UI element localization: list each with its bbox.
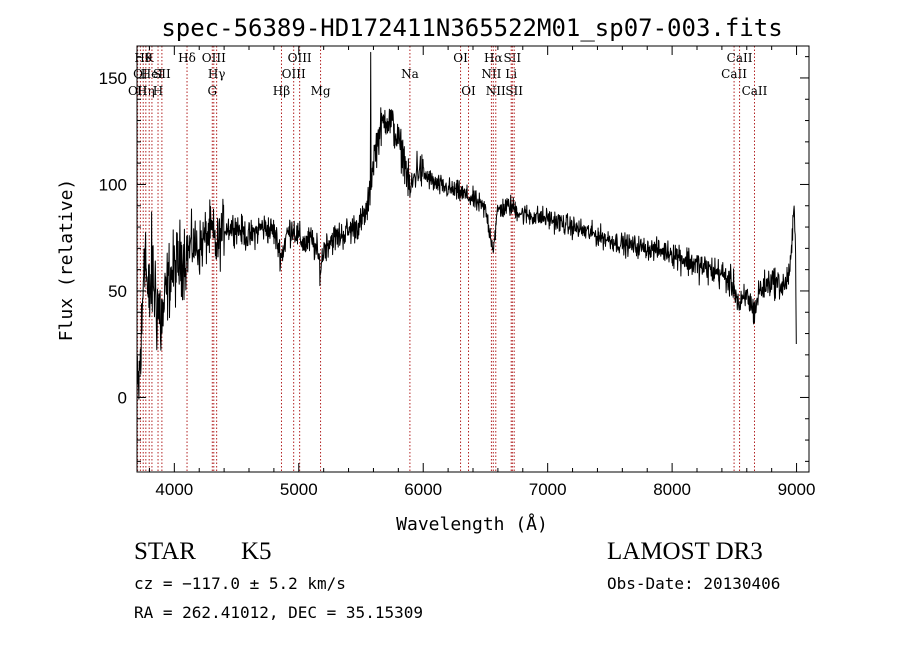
x-tick-label: 8000 <box>653 480 691 499</box>
line-marker-label: CaII <box>742 84 768 98</box>
chart-title: spec-56389-HD172411N365522M01_sp07-003.f… <box>161 14 782 42</box>
x-tick-label: 6000 <box>404 480 442 499</box>
line-marker-label: NII <box>486 84 506 98</box>
line-marker-label: Hθ <box>134 51 152 65</box>
line-marker-label: SII <box>153 67 171 81</box>
plot-frame <box>136 45 810 473</box>
spectrum-layer <box>136 51 797 404</box>
line-marker-label: OIII <box>202 51 226 65</box>
line-marker-label: SII <box>505 84 523 98</box>
y-tick-label: 0 <box>118 388 127 407</box>
object-class: STAR <box>134 538 196 565</box>
line-marker-label: G <box>207 84 217 98</box>
y-axis-label: Flux (relative) <box>56 179 77 342</box>
line-marker-label: CaII <box>721 67 747 81</box>
line-marker-label: SII <box>503 51 521 65</box>
observation-date: Obs-Date: 20130406 <box>607 574 781 593</box>
line-markers: OIIOIHθHηKHeIHSIIHδGOIIIHγHβOIIIOIIIMgNa… <box>128 46 768 472</box>
axes: 4000 5000 6000 7000 8000 9000 0 50 100 150 <box>99 46 816 499</box>
line-marker-label: Hβ <box>273 84 290 98</box>
object-subclass: K5 <box>241 538 272 565</box>
line-marker-label: CaII <box>727 51 753 65</box>
survey-name: LAMOST DR3 <box>607 538 763 565</box>
line-marker-label: Hδ <box>178 51 196 65</box>
line-marker-label: Hα <box>484 51 503 65</box>
line-marker-label: H <box>153 84 163 98</box>
line-marker-label: Na <box>401 67 419 81</box>
spectrum-line <box>136 51 797 404</box>
line-marker-label: Mg <box>311 84 331 98</box>
x-tick-label: 9000 <box>778 480 816 499</box>
line-marker-label: OI <box>453 51 468 65</box>
x-tick-label: 4000 <box>155 480 193 499</box>
line-marker-label: K <box>145 51 155 65</box>
y-tick-label: 50 <box>108 282 127 301</box>
line-marker-label: OIII <box>288 51 312 65</box>
line-marker-label: NII <box>481 67 501 81</box>
line-marker-label: Hη <box>137 84 155 98</box>
x-tick-label: 7000 <box>529 480 567 499</box>
x-axis-label: Wavelength (Å) <box>396 513 548 535</box>
coordinates: RA = 262.41012, DEC = 35.15309 <box>134 603 423 622</box>
y-tick-label: 100 <box>99 175 127 194</box>
x-tick-label: 5000 <box>280 480 318 499</box>
redshift-velocity: cz = −117.0 ± 5.2 km/s <box>134 574 346 593</box>
line-marker-label: OII <box>128 84 148 98</box>
line-marker-label: OI <box>461 84 476 98</box>
line-marker-label: Li <box>505 67 517 81</box>
line-marker-label: Hγ <box>208 67 226 81</box>
line-marker-label: OIII <box>282 67 306 81</box>
y-tick-label: 150 <box>99 69 127 88</box>
